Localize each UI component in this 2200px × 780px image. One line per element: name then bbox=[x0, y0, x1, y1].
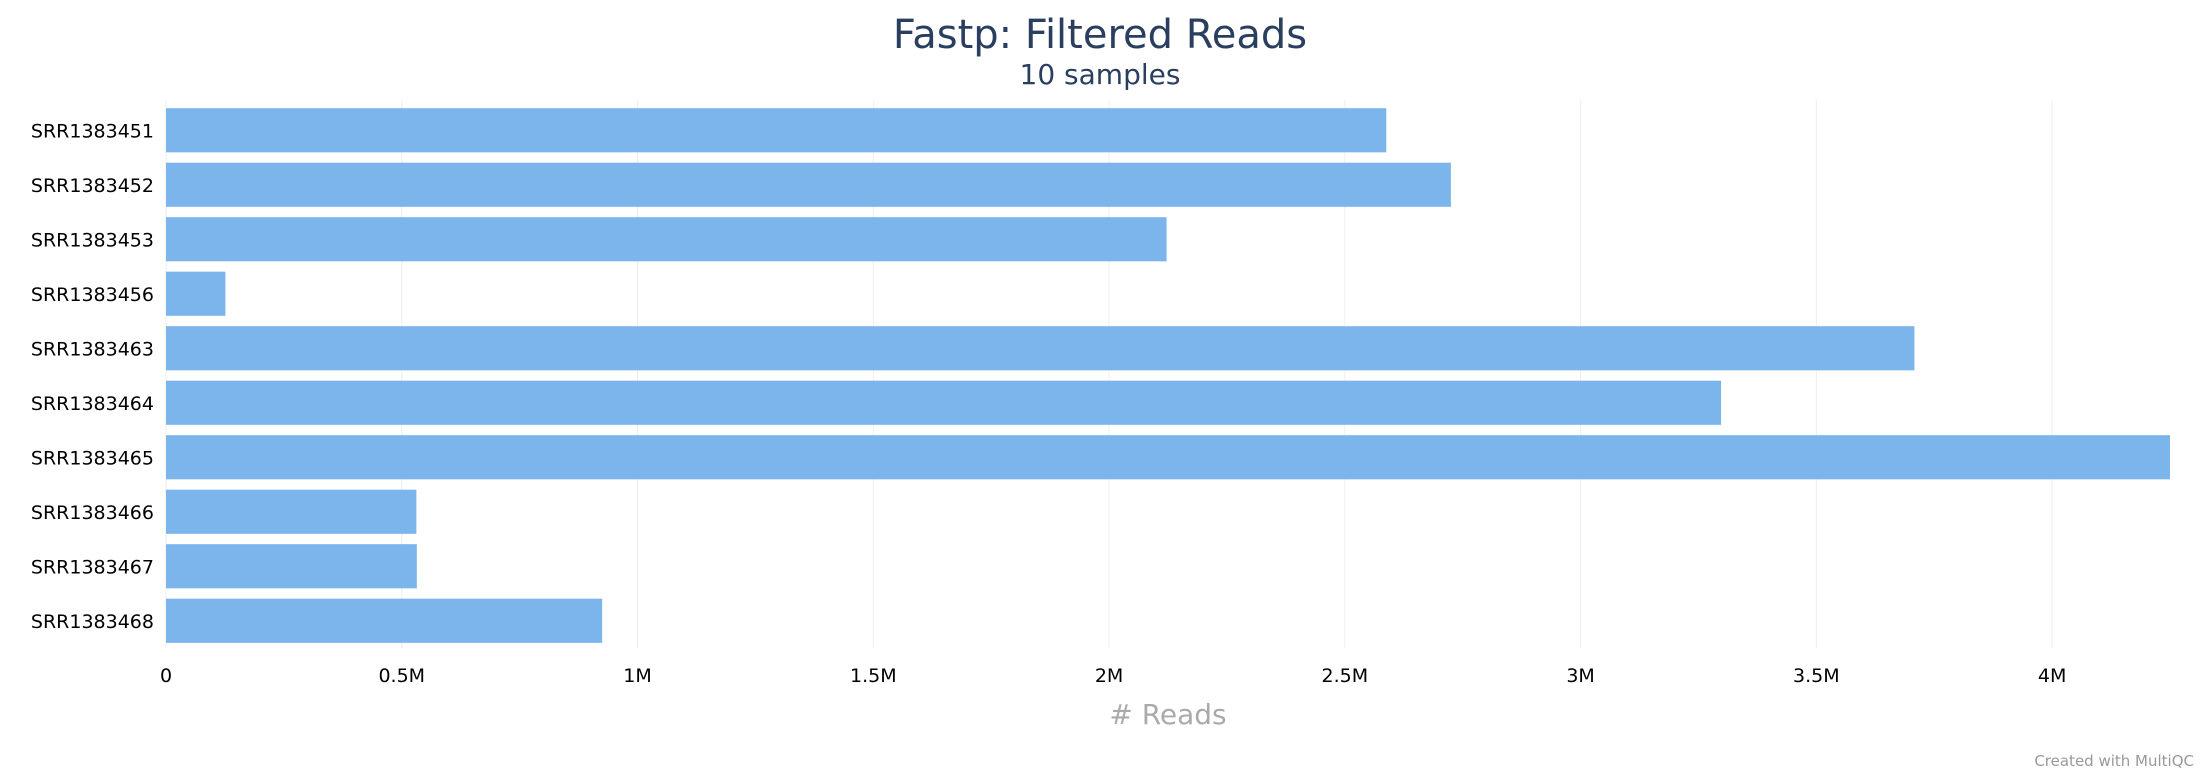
bar[interactable] bbox=[166, 544, 417, 588]
bar[interactable] bbox=[166, 163, 1451, 207]
bar[interactable] bbox=[166, 599, 602, 643]
bars[interactable] bbox=[166, 108, 2170, 643]
y-category-label: SRR1383466 bbox=[31, 502, 154, 524]
y-category-label: SRR1383456 bbox=[31, 284, 154, 306]
bar[interactable] bbox=[166, 381, 1721, 425]
chart-title: Fastp: Filtered Reads bbox=[893, 12, 1307, 58]
x-tick-label: 3.5M bbox=[1793, 665, 1840, 687]
x-tick-label: 2M bbox=[1095, 665, 1123, 687]
y-category-label: SRR1383453 bbox=[31, 229, 154, 251]
bar[interactable] bbox=[166, 435, 2170, 479]
credit-label[interactable]: Created with MultiQC bbox=[2034, 752, 2194, 770]
x-tick-label: 1.5M bbox=[850, 665, 897, 687]
bar[interactable] bbox=[166, 217, 1167, 261]
y-category-label: SRR1383468 bbox=[31, 611, 154, 633]
chart-subtitle: 10 samples bbox=[1020, 58, 1181, 91]
x-tick-label: 4M bbox=[2038, 665, 2066, 687]
y-category-label: SRR1383452 bbox=[31, 175, 154, 197]
y-category-label: SRR1383465 bbox=[31, 447, 154, 469]
x-tick-label: 0 bbox=[160, 665, 172, 687]
y-category-label: SRR1383463 bbox=[31, 338, 154, 360]
x-axis-ticks: 0 0.5M 1M 1.5M 2M 2.5M 3M 3.5M 4M bbox=[160, 665, 2066, 687]
y-category-label: SRR1383467 bbox=[31, 556, 154, 578]
x-axis-title: # Reads bbox=[1109, 698, 1226, 731]
bar[interactable] bbox=[166, 108, 1386, 152]
y-category-label: SRR1383451 bbox=[31, 120, 154, 142]
bar[interactable] bbox=[166, 272, 225, 316]
x-tick-label: 2.5M bbox=[1322, 665, 1369, 687]
bar[interactable] bbox=[166, 326, 1914, 370]
x-tick-label: 1M bbox=[623, 665, 651, 687]
x-tick-label: 3M bbox=[1566, 665, 1594, 687]
y-category-label: SRR1383464 bbox=[31, 393, 154, 415]
x-tick-label: 0.5M bbox=[378, 665, 425, 687]
bar[interactable] bbox=[166, 490, 416, 534]
y-axis-labels: SRR1383451 SRR1383452 SRR1383453 SRR1383456… bbox=[31, 120, 154, 633]
